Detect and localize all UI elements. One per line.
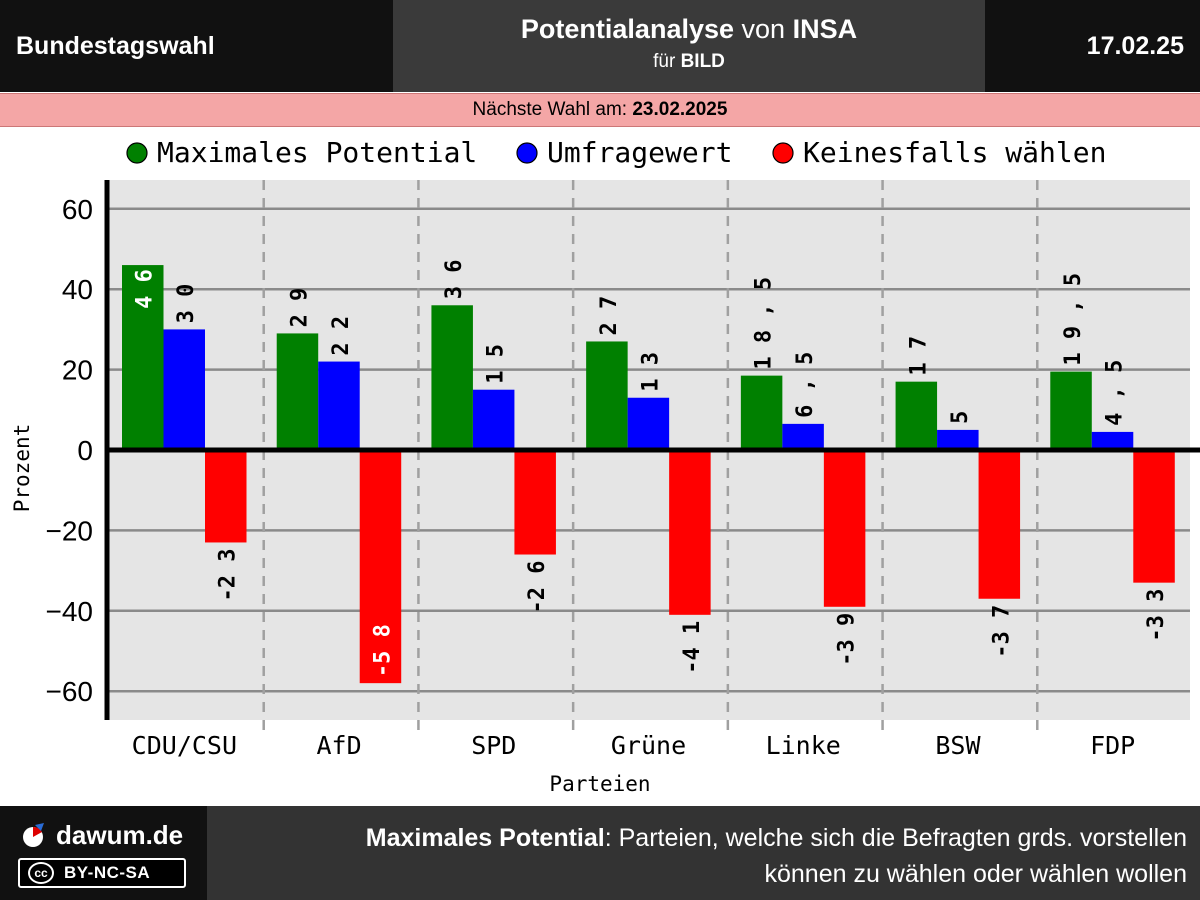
election-title: Bundestagswahl	[0, 0, 393, 92]
poll-client-prefix: für	[653, 51, 681, 72]
y-tick-label: −40	[46, 596, 94, 627]
bar	[937, 429, 979, 450]
bar	[782, 423, 824, 450]
data-label: -5 8	[370, 624, 395, 677]
data-label: 2 2	[329, 316, 354, 356]
bar	[359, 450, 402, 684]
creative-commons-icon: cc	[28, 862, 54, 884]
data-label: 3 0	[174, 284, 199, 324]
y-tick-label: −60	[46, 676, 94, 707]
footer-note-term: Maximales Potential	[365, 824, 605, 852]
license-text: BY-NC-SA	[64, 863, 151, 882]
bar	[669, 450, 711, 615]
bar	[895, 381, 938, 450]
x-tick-label: AfD	[316, 731, 361, 760]
legend-label: Keinesfalls wählen	[803, 136, 1106, 169]
footer-brand-block: dawum.de cc BY-NC-SA	[0, 806, 207, 900]
legend-marker	[772, 142, 794, 164]
y-tick-label: 40	[62, 274, 93, 305]
bar	[978, 450, 1021, 599]
next-election-label: Nächste Wahl am:	[472, 99, 633, 120]
x-tick-label: Grüne	[611, 731, 686, 760]
data-label: -4 1	[680, 621, 705, 674]
poll-title: Potentialanalyse von INSA	[393, 14, 985, 45]
next-election-banner: Nächste Wahl am: 23.02.2025	[0, 93, 1200, 127]
x-tick-label: CDU/CSU	[132, 731, 237, 760]
data-label: 4 , 5	[1103, 360, 1128, 426]
y-tick-label: 60	[62, 194, 93, 225]
data-label: 1 3	[638, 352, 663, 392]
x-tick-label: Linke	[766, 731, 841, 760]
data-label: -2 6	[525, 561, 550, 614]
header-bar: Bundestagswahl Potentialanalyse von INSA…	[0, 0, 1200, 92]
bar	[1091, 431, 1134, 450]
bar	[586, 341, 628, 450]
data-label: 3 6	[442, 260, 467, 300]
data-label: -2 3	[216, 548, 241, 601]
data-label: 1 8 , 5	[752, 277, 777, 370]
bar	[472, 389, 515, 450]
poll-date: 17.02.25	[985, 0, 1200, 92]
data-label: 4 6	[133, 269, 158, 309]
client-name: BILD	[680, 51, 725, 72]
data-label: 2 7	[597, 296, 622, 336]
legend-marker	[126, 142, 148, 164]
poll-title-bold: Potentialanalyse	[520, 14, 735, 44]
bar	[1050, 371, 1092, 450]
license-badge[interactable]: cc BY-NC-SA	[18, 858, 186, 888]
footer-note-line1: Maximales Potential: Parteien, welche si…	[215, 820, 1187, 856]
legend-label: Umfragewert	[547, 136, 732, 169]
bar	[514, 450, 556, 555]
data-label: 2 9	[287, 288, 312, 328]
poll-title-von: von	[734, 14, 793, 44]
pie-logo-icon	[23, 822, 44, 847]
potential-bar-chart: 4 6 3 0 -2 3 CDU/CSU 2 9 2 2 -5 8 AfD 3 6 1 5 -2 6…	[10, 136, 1200, 796]
y-tick-label: 0	[77, 435, 93, 466]
footer-note-definition: : Parteien, welche sich die Befragten gr…	[604, 824, 1187, 852]
data-label: 1 7	[906, 336, 931, 376]
bar	[122, 265, 164, 450]
footer-note-line2: können zu wählen oder wählen wollen	[764, 860, 1187, 888]
poll-title-block: Potentialanalyse von INSA für BILD	[393, 0, 985, 92]
institute-name: INSA	[792, 14, 858, 44]
bar	[823, 450, 866, 607]
legend-label: Maximales Potential	[157, 136, 477, 169]
data-label: 5	[948, 411, 973, 424]
data-label: 1 9 , 5	[1061, 273, 1086, 366]
bar	[276, 333, 319, 450]
bar	[163, 329, 205, 450]
footer-note: Maximales Potential: Parteien, welche si…	[215, 820, 1187, 892]
brand[interactable]: dawum.de	[20, 820, 183, 851]
bar	[1133, 450, 1175, 583]
data-label: 6 , 5	[793, 352, 818, 418]
poll-client: für BILD	[393, 51, 985, 73]
data-label: 1 5	[484, 344, 509, 384]
legend-marker	[516, 142, 538, 164]
bar	[740, 375, 783, 450]
y-tick-label: 20	[62, 355, 93, 386]
next-election-date: 23.02.2025	[632, 99, 728, 120]
brand-name: dawum.de	[56, 820, 184, 850]
x-tick-label: FDP	[1090, 731, 1135, 760]
data-label: -3 7	[989, 605, 1014, 658]
y-axis-title: Prozent	[10, 424, 34, 513]
footer-bar: dawum.de cc BY-NC-SA Maximales Potential…	[0, 806, 1200, 900]
bar	[627, 397, 670, 450]
bar	[431, 305, 473, 450]
y-tick-label: −20	[46, 515, 94, 546]
x-tick-label: SPD	[471, 731, 516, 760]
bar	[318, 361, 360, 450]
data-label: -3 3	[1144, 589, 1169, 642]
x-axis-title: Parteien	[549, 772, 650, 796]
x-tick-label: BSW	[935, 731, 981, 760]
bar	[205, 450, 247, 543]
data-label: -3 9	[835, 613, 860, 666]
